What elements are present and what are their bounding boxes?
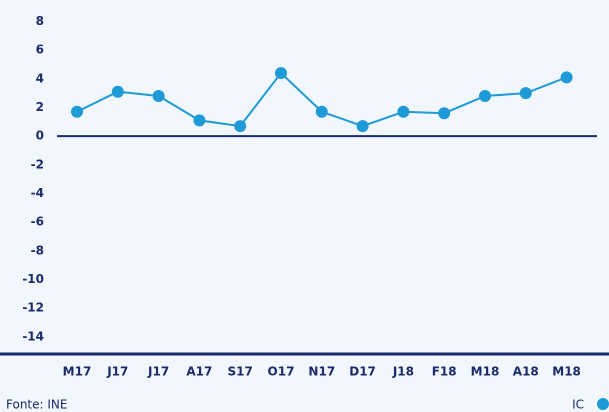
source: Fonte: INE: [6, 398, 67, 412]
point: [397, 105, 410, 118]
y-tick-label: 4: [36, 71, 44, 85]
point: [438, 107, 451, 120]
x-tick-label: O17: [268, 365, 295, 379]
point: [479, 90, 491, 102]
point: [193, 114, 206, 127]
legend-swatch: [597, 398, 609, 410]
point: [275, 67, 287, 80]
y-tick-label: -12: [22, 301, 44, 315]
point: [71, 105, 83, 118]
x-tick-label: F18: [432, 365, 457, 379]
point: [111, 85, 124, 98]
y-tick-label: -2: [31, 157, 44, 171]
point: [234, 120, 247, 133]
y-tick-label: 6: [36, 43, 44, 57]
x-tick-label: M18: [552, 365, 581, 379]
x-tick-label: J17: [147, 365, 169, 379]
x-tick-label: N17: [308, 365, 335, 379]
y-tick-label: -6: [31, 215, 44, 229]
point: [356, 120, 369, 133]
x-tick-label: J18: [392, 365, 414, 379]
line: [76, 71, 567, 128]
x-tick-label: S17: [228, 365, 253, 379]
y-tick-label: -14: [22, 329, 44, 343]
y-tick-label: 0: [36, 129, 44, 143]
legend-label: IC: [572, 398, 584, 412]
point: [519, 87, 532, 100]
x-tick-label: D17: [349, 365, 376, 379]
y-tick-label: 2: [36, 100, 44, 114]
y-tick-label: -4: [31, 186, 44, 200]
point: [152, 90, 165, 102]
x-tick-label: A18: [513, 365, 539, 379]
y-tick-label: 8: [36, 14, 44, 28]
point: [560, 71, 573, 84]
x-tick-label: M18: [471, 365, 500, 379]
x-tick-label: J17: [106, 365, 128, 379]
y-tick-label: -10: [22, 272, 44, 286]
y-tick-label: -8: [31, 243, 44, 257]
point: [315, 105, 328, 118]
x-tick-label: M17: [63, 365, 92, 379]
x-tick-label: A17: [186, 365, 212, 379]
